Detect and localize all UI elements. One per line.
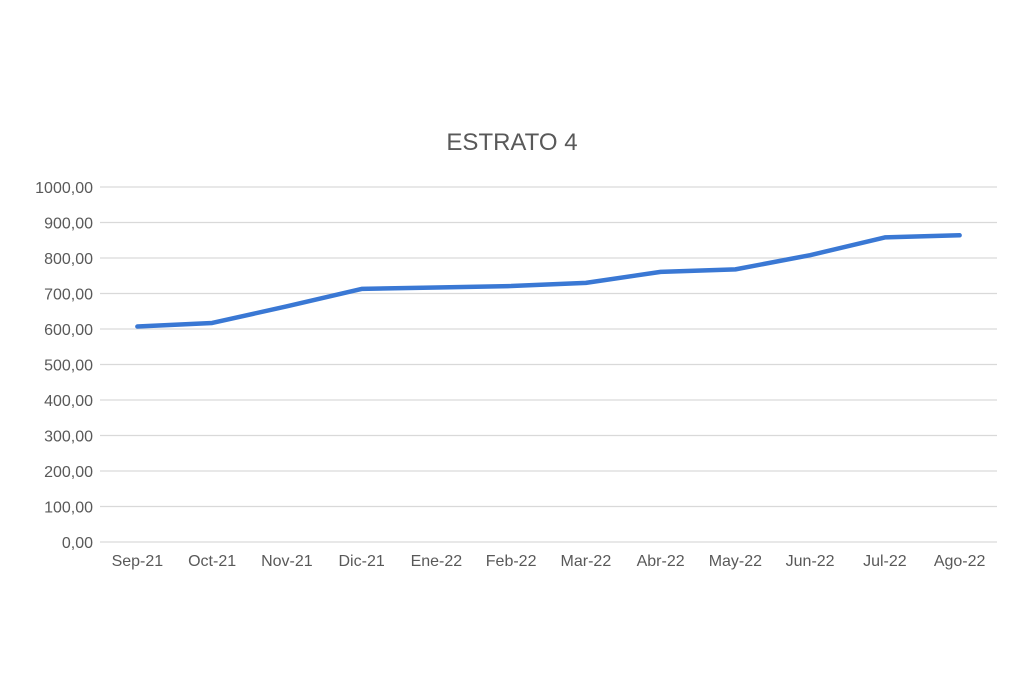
y-tick-label: 700,00	[44, 287, 93, 304]
x-tick-label: Sep-21	[112, 553, 164, 570]
chart-title: ESTRATO 4	[446, 129, 577, 156]
x-tick-label: Abr-22	[637, 553, 685, 570]
x-tick-label: Feb-22	[486, 553, 537, 570]
x-tick-label: Jun-22	[786, 553, 835, 570]
x-axis-ticks: Sep-21 Oct-21 Nov-21 Dic-21 Ene-22 Feb-22 Mar-…	[112, 553, 986, 570]
y-tick-label: 800,00	[44, 251, 93, 268]
x-tick-label: Jul-22	[863, 553, 907, 570]
x-tick-label: May-22	[709, 553, 762, 570]
y-tick-label: 400,00	[44, 393, 93, 410]
y-axis-ticks: 0,00 100,00 200,00 300,00 400,00 500,00 600,00…	[35, 180, 93, 552]
y-tick-label: 0,00	[62, 535, 93, 552]
series-line	[135, 233, 962, 329]
y-tick-label: 200,00	[44, 464, 93, 481]
y-tick-label: 600,00	[44, 322, 93, 339]
gridlines	[100, 186, 997, 543]
x-tick-label: Mar-22	[561, 553, 612, 570]
y-tick-label: 100,00	[44, 500, 93, 517]
x-tick-label: Dic-21	[339, 553, 385, 570]
x-tick-label: Nov-21	[261, 553, 313, 570]
x-tick-label: Oct-21	[188, 553, 236, 570]
y-tick-label: 300,00	[44, 429, 93, 446]
y-tick-label: 1000,00	[35, 180, 93, 197]
y-tick-label: 900,00	[44, 216, 93, 233]
x-tick-label: Ago-22	[934, 553, 986, 570]
y-tick-label: 500,00	[44, 358, 93, 375]
x-tick-label: Ene-22	[411, 553, 463, 570]
series-layer	[135, 233, 962, 329]
